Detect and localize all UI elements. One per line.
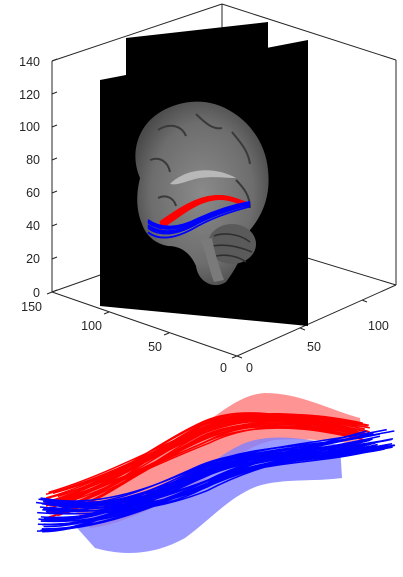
blue-tract-streamline-3d: [147, 201, 251, 230]
brain-mri: [135, 101, 269, 286]
red-tract-streamline: [48, 413, 365, 509]
z-tick-label: 20: [26, 252, 40, 266]
blue-tract-streamline: [48, 439, 370, 508]
cerebellum-folia: [211, 233, 253, 263]
tract-bundles-2d: [35, 412, 396, 533]
x-axis-ticks: 150 100 50 0: [21, 300, 227, 375]
z-tick-mark: [51, 190, 58, 194]
blue-tract-streamline-3d: [147, 203, 251, 232]
blue-tract-streamline-3d: [147, 204, 251, 235]
z-tick-label: 80: [26, 153, 40, 167]
blue-tract-streamline: [38, 449, 374, 507]
y-tick-mark: [361, 299, 368, 303]
z-tick-mark: [51, 58, 58, 62]
box-edge-top-right: [221, 3, 397, 61]
x-tick-mark: [103, 311, 110, 315]
blue-tract-streamline: [49, 438, 392, 512]
box-edge-front-bottom-right: [236, 284, 397, 357]
z-tick-mark: [51, 256, 58, 260]
y-tick-label: 0: [246, 361, 253, 375]
x-tick-label: 100: [81, 319, 102, 333]
z-tick-label: 100: [19, 120, 40, 134]
y-tick-mark: [299, 327, 306, 331]
blue-tract-streamline: [40, 448, 376, 523]
x-tick-mark: [163, 332, 170, 336]
z-tick-mark: [51, 289, 58, 293]
tick-marks: [46, 58, 368, 359]
red-tract-streamline-3d: [159, 195, 247, 225]
box-edge-front-bottom-left: [51, 291, 238, 357]
x-tick-mark: [46, 291, 53, 295]
blue-tract-streamline: [40, 430, 367, 532]
x-tick-label: 150: [21, 300, 42, 314]
red-tract-streamline-3d: [159, 197, 247, 229]
z-tick-label: 140: [19, 55, 40, 69]
panel-tract-envelopes: [35, 393, 396, 553]
y-tick-mark: [236, 355, 243, 359]
y-axis-ticks: 0 50 100: [246, 319, 389, 375]
z-tick-mark: [51, 157, 58, 161]
z-tick-label: 60: [26, 186, 40, 200]
tract-bundles-3d: [147, 194, 251, 239]
corpus-callosum: [170, 170, 236, 185]
blue-tract-streamline-3d: [147, 206, 251, 239]
blue-tract-streamline: [43, 433, 373, 525]
brain-sulci: [149, 113, 251, 209]
z-tick-mark: [51, 91, 58, 95]
brainstem: [200, 238, 224, 282]
x-tick-label: 50: [148, 340, 162, 354]
x-tick-mark: [231, 355, 238, 359]
red-tract-streamline-3d: [159, 194, 247, 223]
blue-tract-streamline: [49, 433, 370, 520]
z-tick-mark: [51, 223, 58, 227]
blue-tract-streamline: [38, 428, 387, 521]
z-axis-ticks: 0 20 40 60 80 100 120 140: [19, 55, 40, 300]
box-edge-top-left: [51, 3, 223, 62]
x-tick-label: 0: [220, 361, 227, 375]
red-tract-streamline: [45, 413, 359, 496]
y-tick-label: 100: [368, 319, 389, 333]
y-tick-label: 50: [307, 340, 321, 354]
z-tick-label: 0: [33, 286, 40, 300]
z-tick-mark: [51, 124, 58, 128]
red-tract-streamline: [57, 412, 357, 498]
panel-3d-brain: 0 20 40 60 80 100 120 140 150 100 50 0 0…: [19, 3, 397, 375]
z-tick-label: 40: [26, 219, 40, 233]
blue-tract-streamline-3d: [147, 203, 251, 234]
z-tick-label: 120: [19, 88, 40, 102]
